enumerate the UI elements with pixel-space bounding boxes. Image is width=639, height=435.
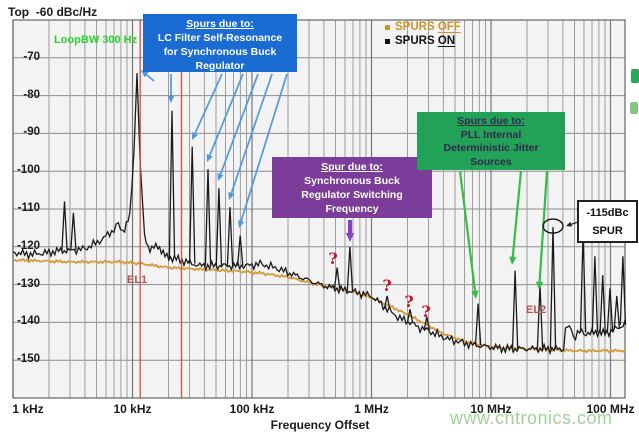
x-tick-1-khz: 1 kHz <box>12 402 44 416</box>
callout-lc-filter-line1: LC Filter Self-Resonance <box>157 32 283 44</box>
x-tick-100-mhz: 100 MHz <box>586 402 635 416</box>
loop-bandwidth-label: LoopBW 300 Hz <box>54 34 138 46</box>
callout-pll-line1: PLL Internal <box>460 128 522 141</box>
y-tick-110: -110 <box>17 202 40 214</box>
y-tick-70: -70 <box>23 50 40 63</box>
spur-level-word: SPUR <box>592 225 623 237</box>
x-tick-1-mhz: 1 MHz <box>354 402 389 416</box>
callout-buck-title: Spur due to: <box>321 161 383 173</box>
x-axis-title: Frequency Offset <box>270 418 370 432</box>
watermark-text: www.cntronics.com <box>450 408 613 428</box>
unknown-spur-question-mark-2: ? <box>382 276 392 295</box>
callout-buck-line3: Frequency <box>325 203 379 215</box>
callout-spur-level: -115dBc SPUR <box>577 200 638 243</box>
y-tick-120: -120 <box>16 239 40 252</box>
cropped-green-fragment-1 <box>631 69 639 83</box>
el2-marker-label: EL2 <box>526 304 547 316</box>
callout-lc-filter-spurs: Spurs due to: LC Filter Self-Resonance f… <box>143 14 297 72</box>
unknown-spur-question-mark-1: ? <box>328 249 338 268</box>
legend-bullet-off <box>385 24 390 30</box>
x-tick-10-mhz: 10 MHz <box>470 402 512 416</box>
unknown-spur-question-mark-3: ? <box>404 292 414 311</box>
legend-spurs-on: SPURS ON <box>385 34 461 48</box>
trace-legend: SPURS OFF SPURS ON <box>385 20 461 48</box>
callout-buck-switching-spur: Spur due to: Synchronous Buck Regulator … <box>272 157 432 218</box>
y-axis-top-label: Top -60 dBc/Hz <box>8 5 98 19</box>
legend-off-text: SPURS OFF <box>395 21 461 33</box>
callout-pll-title: Spurs due to: <box>457 115 525 127</box>
x-tick-10-khz: 10 kHz <box>113 402 152 416</box>
callout-pll-line2: Deterministic Jitter <box>443 142 539 154</box>
el1-marker-label: EL1 <box>127 274 148 286</box>
callout-buck-line1: Synchronous Buck <box>304 175 400 187</box>
legend-spurs-off: SPURS OFF <box>385 20 461 34</box>
spur-level-value: -115dBc <box>586 207 629 219</box>
legend-on-text: SPURS ON <box>395 35 456 47</box>
callout-lc-filter-line3: Regulator <box>195 60 245 72</box>
y-tick-80: -80 <box>23 88 40 101</box>
legend-bullet-on <box>385 38 390 44</box>
y-tick-90: -90 <box>23 126 40 139</box>
callout-buck-line2: Regulator Switching <box>301 189 403 201</box>
unknown-spur-question-mark-4: ? <box>421 302 431 321</box>
callout-pll-line3: Sources <box>470 155 512 168</box>
x-tick-100-khz: 100 kHz <box>229 402 275 416</box>
callout-lc-filter-title: Spurs due to: <box>186 18 254 30</box>
y-tick-100: -100 <box>16 164 40 177</box>
y-tick-140: -140 <box>16 315 40 328</box>
callout-lc-filter-line2: for Synchronous Buck <box>163 46 277 58</box>
callout-pll-jitter-spurs: Spurs due to: PLL Internal Deterministic… <box>417 112 565 170</box>
cropped-green-fragment-2 <box>630 102 638 114</box>
y-tick-130: -130 <box>16 277 40 290</box>
y-tick-150: -150 <box>16 353 40 366</box>
